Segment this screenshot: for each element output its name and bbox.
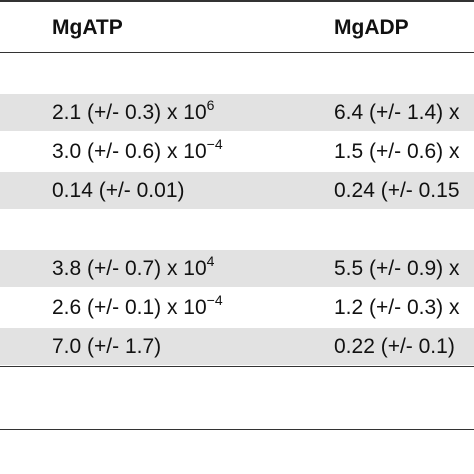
mgadp-cell: 0.22 (+/- 0.1) bbox=[334, 335, 455, 358]
mgadp-cell: 1.2 (+/- 0.3) x bbox=[334, 296, 460, 319]
mgatp-cell: 3.0 (+/- 0.6) x 10−4 bbox=[52, 136, 223, 163]
mgadp-cell: 6.4 (+/- 1.4) x bbox=[334, 101, 460, 124]
table-row: 2.6 (+/- 0.1) x 10−4 1.2 (+/- 0.3) x bbox=[0, 289, 474, 326]
mgatp-cell: 3.8 (+/- 0.7) x 104 bbox=[52, 253, 215, 280]
table-top-rule bbox=[0, 0, 474, 2]
mgatp-cell: 2.1 (+/- 0.3) x 106 bbox=[52, 97, 215, 124]
table-section-row bbox=[0, 211, 474, 248]
mgatp-cell: 7.0 (+/- 1.7) bbox=[52, 335, 162, 358]
table-bottom-rule bbox=[0, 366, 474, 367]
table-row: 3.8 (+/- 0.7) x 104 5.5 (+/- 0.9) x bbox=[0, 250, 474, 287]
mgadp-cell: 5.5 (+/- 0.9) x bbox=[334, 257, 460, 280]
mgadp-cell: 0.24 (+/- 0.15 bbox=[334, 179, 460, 202]
table-row: 0.14 (+/- 0.01) 0.24 (+/- 0.15 bbox=[0, 172, 474, 209]
table-row: 7.0 (+/- 1.7) 0.22 (+/- 0.1) bbox=[0, 328, 474, 365]
table-section-row bbox=[0, 55, 474, 92]
table-row: 3.0 (+/- 0.6) x 10−4 1.5 (+/- 0.6) x bbox=[0, 133, 474, 170]
mgatp-cell: 2.6 (+/- 0.1) x 10−4 bbox=[52, 292, 223, 319]
table-row: 2.1 (+/- 0.3) x 106 6.4 (+/- 1.4) x bbox=[0, 94, 474, 131]
header-mgadp: MgADP bbox=[334, 16, 409, 39]
mgadp-cell: 1.5 (+/- 0.6) x bbox=[334, 140, 460, 163]
table-header-row: MgATP MgADP bbox=[0, 8, 474, 48]
footnote-rule bbox=[0, 429, 474, 430]
header-rule bbox=[0, 52, 474, 53]
mgatp-cell: 0.14 (+/- 0.01) bbox=[52, 179, 185, 202]
header-mgatp: MgATP bbox=[52, 16, 123, 39]
